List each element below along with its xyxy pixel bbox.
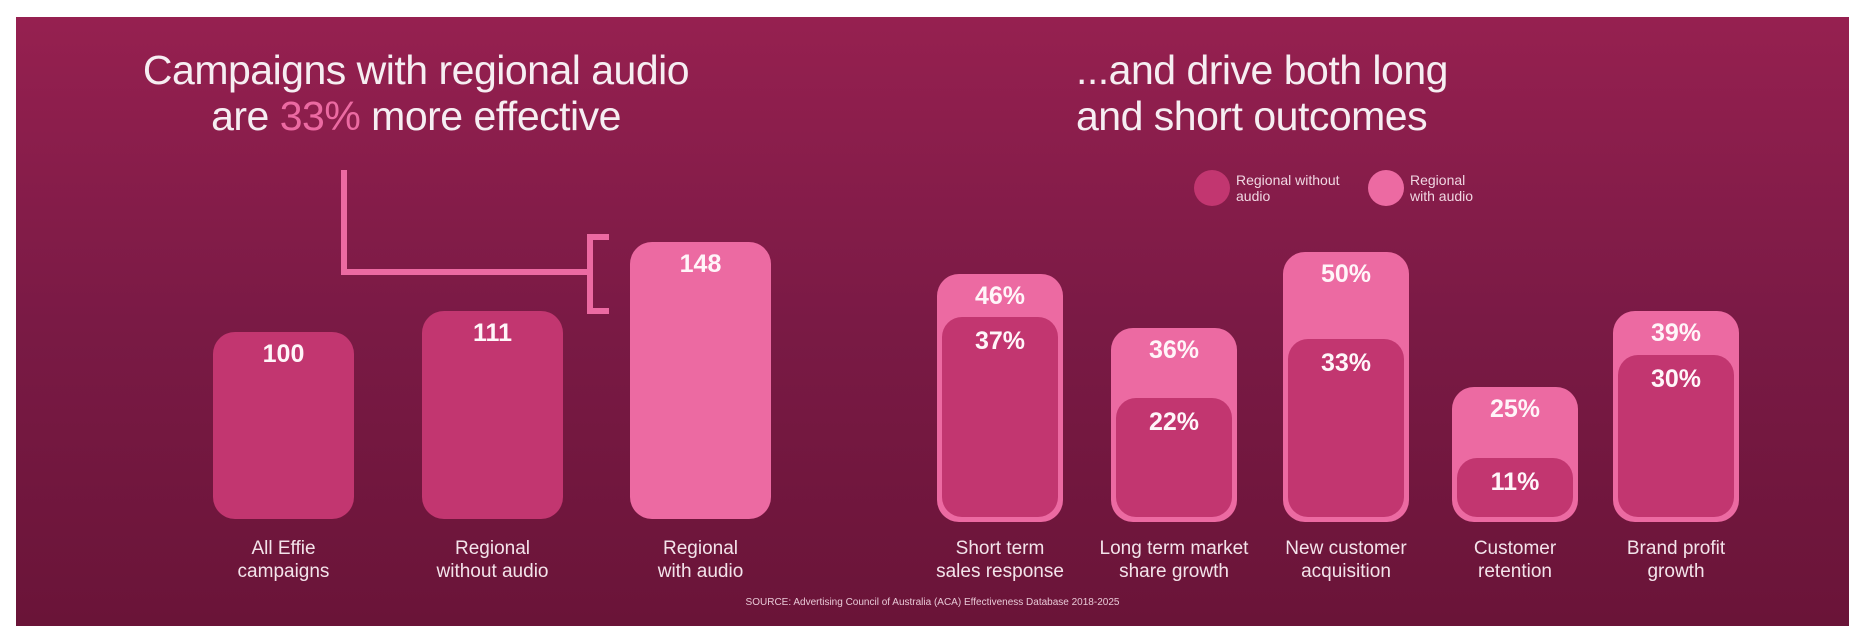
bracket-bottom-tick [587, 308, 609, 314]
bar-without-audio: 30% [1618, 354, 1734, 517]
left-title: Campaigns with regional audio are 33% mo… [136, 47, 696, 139]
source-note: SOURCE: Advertising Council of Australia… [745, 597, 1120, 608]
bar-with-audio: 39% 30% [1613, 311, 1739, 522]
bar-with-audio: 50% 33% [1283, 252, 1409, 522]
bar-value-without-audio: 30% [1650, 364, 1702, 393]
bar-with-audio: 25% 11% [1452, 387, 1578, 522]
bar-value-without-audio: 37% [974, 327, 1026, 356]
category-label: New customer acquisition [1285, 538, 1407, 582]
bar-value-with-audio: 39% [1650, 319, 1702, 348]
bar-without-audio: 33% [1288, 338, 1404, 517]
bar-value-with-audio: 46% [974, 281, 1026, 310]
bar-value-with-audio: 25% [1489, 395, 1541, 423]
category-label: Long term market share growth [1099, 538, 1249, 582]
bracket-vertical [587, 234, 593, 314]
left-bar: 111 [422, 311, 563, 519]
category-label: Regional with audio [657, 538, 744, 582]
left-bar: 100 [213, 332, 354, 519]
bar-without-audio: 22% [1116, 398, 1232, 517]
category-label: Regional without audio [436, 538, 549, 582]
bar-value-with-audio: 36% [1148, 335, 1200, 364]
category-label: Short term sales response [936, 538, 1064, 582]
bar-value-without-audio: 22% [1148, 408, 1200, 437]
left-title-line1: Campaigns with regional audio [142, 47, 690, 93]
legend-item-with-audio: Regional with audio [1368, 170, 1490, 206]
left-title-line2: are 33% more effective [211, 93, 621, 139]
category-label: Brand profit growth [1626, 538, 1726, 582]
bar-value-without-audio: 11% [1490, 467, 1540, 496]
legend-dot-without-audio [1194, 170, 1230, 206]
right-title: ...and drive both long and short outcome… [1076, 47, 1448, 139]
bar-without-audio: 11% [1457, 457, 1573, 517]
bracket-top-tick [587, 234, 609, 240]
bar-value-without-audio: 33% [1320, 348, 1372, 377]
bar-value: 111 [473, 319, 512, 348]
connector-vertical [341, 170, 347, 275]
right-title-line2: and short outcomes [1076, 93, 1428, 139]
bar-value-with-audio: 50% [1320, 260, 1372, 288]
category-label: Customer retention [1473, 538, 1557, 582]
infographic-banner: Campaigns with regional audio are 33% mo… [16, 17, 1849, 626]
legend-label: Regional without audio [1236, 172, 1340, 204]
category-label: All Effie campaigns [237, 538, 330, 582]
legend-dot-with-audio [1368, 170, 1404, 206]
bar-without-audio: 37% [942, 317, 1058, 517]
connector-horizontal [341, 269, 591, 275]
legend-item-without-audio: Regional without audio [1194, 170, 1346, 206]
legend-label: Regional with audio [1410, 172, 1474, 204]
highlight-33: 33% [279, 93, 361, 139]
right-title-line1: ...and drive both long [1076, 47, 1448, 93]
bar-with-audio: 46% 37% [937, 273, 1063, 522]
left-bar: 148 [630, 242, 771, 519]
legend: Regional without audio Regional with aud… [1194, 170, 1490, 206]
bar-value: 100 [262, 340, 305, 368]
bar-value: 148 [679, 250, 722, 279]
bar-with-audio: 36% 22% [1111, 327, 1237, 522]
